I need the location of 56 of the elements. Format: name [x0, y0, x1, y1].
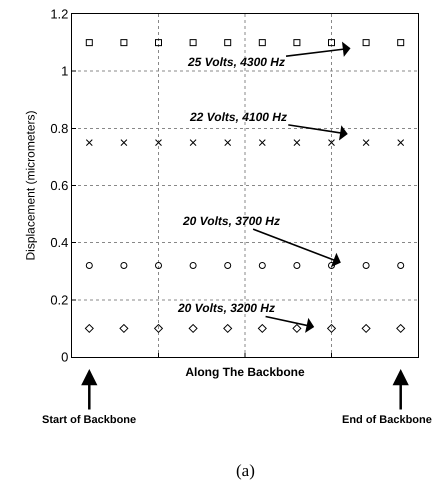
point [224, 139, 232, 146]
point [86, 139, 93, 146]
point [155, 139, 162, 146]
point [362, 39, 370, 46]
point [84, 324, 94, 333]
point [328, 262, 335, 270]
annotation: 22 Volts, 4100 Hz [189, 110, 287, 124]
point [155, 39, 162, 46]
point [258, 324, 267, 333]
text: Start of Backbone [42, 414, 136, 426]
point [293, 262, 300, 270]
text: End of Backbone [342, 414, 432, 426]
point [224, 39, 232, 46]
point [190, 39, 197, 46]
point [190, 139, 197, 146]
point [327, 324, 336, 333]
y-tick-label: 0.2 [50, 292, 68, 308]
x-axis-title: Along The Backbone [185, 364, 305, 379]
point [154, 324, 163, 333]
y-tick-label: 0 [61, 350, 68, 365]
point [86, 39, 93, 46]
text: (a) [236, 461, 255, 480]
point [397, 139, 404, 146]
point [396, 324, 406, 333]
y-tick-label: 1 [61, 64, 68, 79]
annotation: 20 Volts, 3200 Hz [177, 301, 275, 315]
point [86, 262, 93, 270]
y-tick-label: 0.8 [50, 120, 68, 136]
y-tick-label: 0.6 [50, 178, 68, 194]
point [258, 39, 266, 46]
point [223, 324, 232, 333]
point [120, 39, 128, 46]
point [362, 262, 370, 270]
annotation: 25 Volts, 4300 Hz [187, 55, 285, 69]
point [120, 324, 128, 333]
point [155, 262, 162, 270]
point [328, 139, 335, 146]
point [397, 39, 404, 46]
y-axis-title: Displacement (micrometers) [24, 110, 38, 261]
point [293, 139, 300, 146]
point [397, 262, 404, 270]
point [328, 39, 335, 46]
point [258, 262, 266, 270]
point [258, 139, 266, 146]
point [190, 262, 197, 270]
point [224, 262, 232, 270]
y-tick-label: 1.2 [50, 6, 68, 22]
point [120, 262, 128, 270]
point [362, 324, 370, 333]
point [293, 39, 300, 46]
point [362, 139, 370, 146]
y-tick-label: 0.4 [50, 235, 68, 250]
point [188, 324, 198, 333]
annotation: 20 Volts, 3700 Hz [182, 214, 280, 228]
point [292, 324, 302, 333]
point [120, 139, 128, 146]
